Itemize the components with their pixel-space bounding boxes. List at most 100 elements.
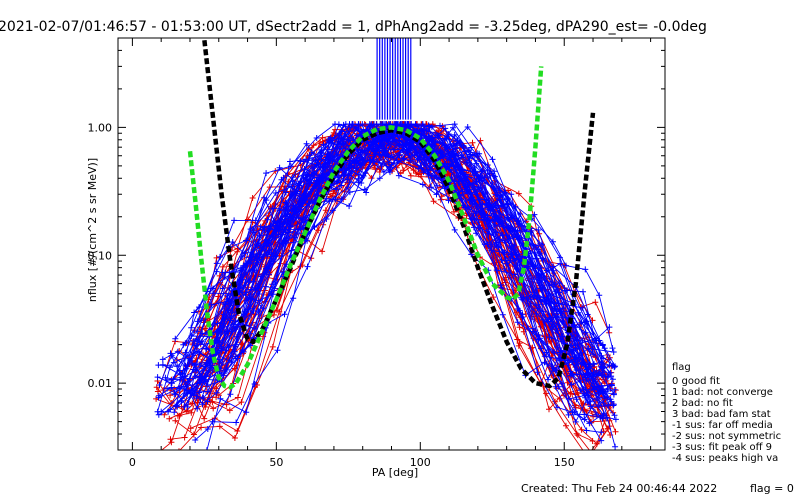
data-point-plus [187,425,194,432]
legend-entry: -3 sus: fit peak off 9 [672,442,772,453]
data-point-plus [172,417,179,424]
data-point-plus [477,172,484,179]
data-point-plus [452,145,459,152]
data-point-plus [268,246,275,253]
data-point-plus [555,300,561,307]
data-point-plus [289,174,296,181]
data-point-plus [210,405,217,412]
data-point-plus [438,128,445,135]
data-point-plus [161,411,168,418]
data-point-plus [193,367,200,374]
data-point-plus [243,409,250,416]
data-point-plus [563,422,569,429]
created-timestamp: Created: Thu Feb 24 00:46:44 2022 [521,482,717,495]
data-point-plus [349,121,356,128]
data-point-plus [358,180,365,186]
data-point-plus [531,249,538,256]
data-point-plus [425,122,432,129]
data-point-plus [155,411,162,418]
data-point-plus [326,150,332,157]
data-point-plus [534,369,541,376]
data-point-plus [234,428,241,434]
x-tick-label: 150 [554,456,575,469]
data-point-plus [351,160,357,167]
data-point-plus [262,283,269,290]
data-point-plus [184,390,191,397]
data-point-plus [156,457,162,463]
data-point-plus [535,242,541,249]
data-point-plus [331,153,338,160]
data-point-plus [605,373,612,380]
data-point-plus [264,216,271,223]
data-point-plus [583,427,590,434]
data-point-plus [320,141,327,148]
data-point-plus [589,450,595,456]
data-point-plus [194,318,201,325]
data-point-plus [220,311,227,318]
x-axis-label: PA [deg] [372,466,418,479]
data-point-plus [191,309,198,316]
data-point-plus [408,121,415,128]
data-point-plus [194,405,201,412]
data-point-plus [515,190,522,197]
y-tick-label: 1.00 [88,121,113,134]
data-point-plus [610,402,617,409]
data-point-plus [291,181,298,188]
data-point-plus [290,295,297,302]
data-point-plus [573,430,580,437]
data-point-plus [563,262,569,269]
data-point-plus [263,170,270,177]
data-point-plus [194,328,201,335]
data-point-plus [486,170,493,177]
data-point-plus [274,347,281,354]
data-point-plus [586,392,592,398]
data-point-plus [313,162,320,169]
data-point-plus [204,388,211,395]
fit-curves [187,40,596,390]
data-point-plus [204,360,211,367]
data-point-plus [501,189,508,196]
data-point-plus [288,247,295,254]
data-point-plus [536,272,543,279]
data-point-plus [216,423,223,430]
data-point-plus [338,182,345,189]
data-point-plus [584,453,590,459]
data-point-plus [492,229,499,236]
data-point-plus [346,203,353,210]
data-point-plus [303,196,309,203]
fit-curve-black [202,40,596,389]
data-point-plus [313,135,320,141]
data-point-plus [554,344,560,350]
data-point-plus [154,374,161,381]
data-point-plus [187,375,193,382]
legend-entry: 1 bad: not converge [672,387,773,398]
data-point-plus [451,226,458,233]
data-point-plus [541,359,548,366]
data-point-plus [345,171,352,177]
data-point-plus [554,404,560,411]
data-point-plus [546,406,552,413]
data-point-plus [249,195,256,201]
data-point-plus [514,319,521,326]
data-point-plus [596,394,603,401]
data-point-plus [523,263,530,270]
y-axis-label: nflux [#/(cm^2 s sr MeV)] [86,158,99,302]
data-point-plus [400,155,407,162]
data-point-plus [304,176,311,183]
data-point-plus [242,289,249,296]
data-point-plus [178,448,180,450]
data-point-plus [294,188,301,195]
data-point-plus [607,369,614,376]
data-point-plus [509,233,516,240]
data-point-plus [428,175,435,182]
data-point-plus [514,336,521,343]
data-point-plus [204,426,211,432]
data-point-plus [270,291,277,298]
data-point-plus [578,426,585,433]
data-point-plus [166,415,173,422]
data-point-plus [303,140,310,147]
data-point-plus [609,345,616,352]
data-point-plus [198,338,205,345]
legend-title: flag [672,362,691,373]
